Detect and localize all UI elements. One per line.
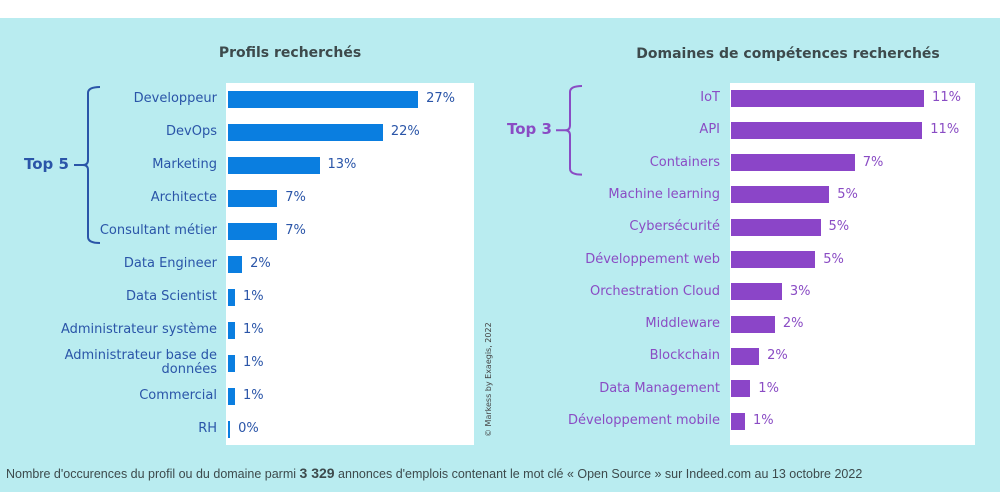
value-label: 1% — [758, 380, 779, 396]
category-label: Cybersécurité — [629, 219, 720, 235]
category-label: Développement web — [585, 251, 720, 267]
value-label: 2% — [250, 256, 271, 271]
category-label: Administrateur système — [60, 322, 217, 337]
category-label: Data Management — [599, 380, 720, 396]
value-label: 1% — [243, 388, 264, 403]
value-label: 7% — [285, 190, 306, 205]
value-label: 7% — [862, 154, 884, 170]
value-label: 27% — [426, 91, 455, 106]
category-label: Marketing — [152, 157, 217, 172]
category-label: Containers — [649, 154, 720, 170]
top-label: Top 5 — [24, 155, 69, 173]
value-label: 13% — [327, 157, 357, 172]
bar — [731, 89, 925, 107]
plot-area — [226, 83, 474, 445]
bar — [228, 288, 236, 306]
category-label: IoT — [700, 90, 720, 105]
value-label: 1% — [243, 355, 264, 370]
bar — [228, 189, 278, 207]
category-label: DevOps — [166, 124, 217, 139]
bar — [228, 123, 383, 141]
category-label: API — [699, 122, 720, 138]
bar — [731, 251, 816, 268]
bar — [228, 222, 278, 240]
bar — [228, 420, 231, 438]
category-label: Consultant métier — [99, 223, 217, 238]
bar — [731, 380, 751, 398]
bar — [228, 156, 320, 174]
bar — [731, 186, 830, 204]
value-label: 2% — [767, 348, 788, 364]
bar — [228, 354, 236, 372]
chart-title: Profils recherchés — [218, 45, 362, 61]
bar — [731, 347, 760, 365]
bar — [731, 315, 775, 333]
footnote: Nombre d'occurences du profil ou du doma… — [6, 465, 863, 481]
category-label: Architecte — [150, 190, 217, 205]
category-label: Data Scientist — [126, 289, 217, 304]
bar — [731, 218, 821, 236]
value-label: 1% — [243, 322, 264, 337]
value-label: 5% — [823, 251, 844, 267]
value-label: 22% — [390, 124, 420, 139]
bar — [731, 283, 782, 301]
value-label: 11% — [932, 90, 961, 105]
bar — [228, 321, 236, 339]
bar — [228, 90, 419, 108]
value-label: 0% — [238, 421, 259, 436]
category-label: Développement mobile — [568, 413, 720, 428]
category-label: RH — [198, 421, 217, 436]
category-label: Middleware — [645, 316, 720, 332]
category-label: Blockchain — [649, 348, 720, 364]
value-label: 3% — [789, 283, 811, 299]
bar — [731, 121, 923, 139]
chart-title: Domaines de compétences recherchés — [636, 46, 940, 62]
value-label: 7% — [285, 223, 306, 238]
category-label: Administrateur base de données — [64, 348, 217, 377]
value-label: 2% — [782, 316, 804, 332]
bar — [731, 154, 855, 172]
value-label: 5% — [837, 186, 858, 202]
category-label: Orchestration Cloud — [589, 283, 720, 299]
bar — [228, 387, 236, 405]
value-label: 1% — [753, 413, 774, 428]
bar — [228, 255, 243, 273]
value-label: 1% — [243, 289, 264, 304]
category-label: Commercial — [139, 388, 217, 403]
category-label: Machine learning — [608, 186, 720, 202]
bar — [731, 412, 746, 430]
value-label: 11% — [930, 122, 960, 138]
top-label: Top 3 — [507, 120, 552, 139]
category-label: Data Engineer — [123, 256, 217, 271]
category-label: Developpeur — [133, 91, 217, 106]
value-label: 5% — [828, 219, 850, 235]
copyright: © Markess by Exaegis, 2022 — [484, 322, 493, 437]
